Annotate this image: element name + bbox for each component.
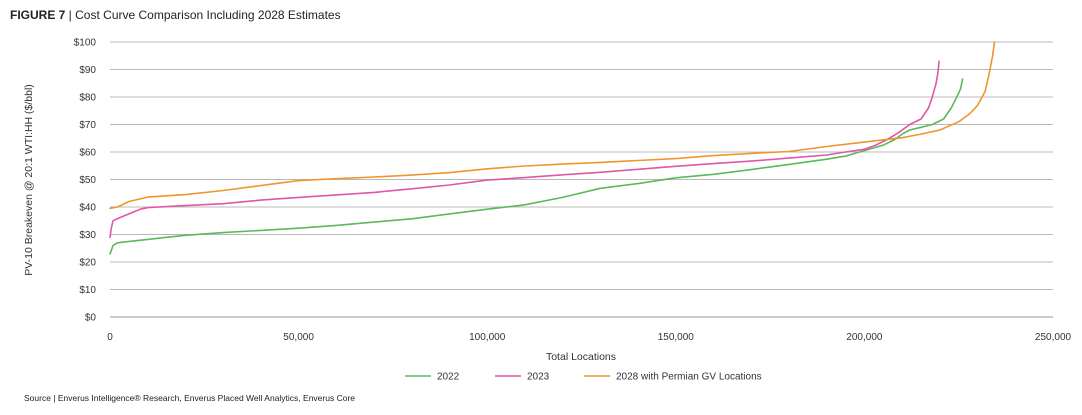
x-tick-label: 50,000	[283, 332, 314, 343]
y-tick-label: $100	[74, 38, 97, 49]
series-lines	[109, 41, 996, 255]
x-tick-label: 250,000	[1035, 332, 1072, 343]
x-tick-label: 150,000	[658, 332, 695, 343]
x-axis-label: Total Locations	[546, 351, 616, 363]
y-tick-label: $60	[79, 148, 96, 159]
series-line-1	[109, 60, 940, 239]
series-line-2	[109, 41, 996, 210]
y-axis-label: PV-10 Breakeven @ 20:1 WTI:HH ($/bbl)	[23, 84, 35, 276]
x-axis-ticks: 0 50,000 100,000 150,000 200,000 250,000	[107, 332, 1071, 343]
legend-label: 2028 with Permian GV Locations	[616, 372, 762, 383]
y-tick-label: $40	[79, 203, 96, 214]
y-tick-label: $90	[79, 65, 96, 76]
x-tick-label: 200,000	[846, 332, 883, 343]
y-tick-label: $70	[79, 120, 96, 131]
legend-label: 2023	[527, 372, 550, 383]
source-note: Source | Enverus Intelligence® Research,…	[24, 393, 355, 403]
y-tick-label: $80	[79, 93, 96, 104]
figure-title: FIGURE 7 | Cost Curve Comparison Includi…	[10, 8, 341, 22]
legend: 2022 2023 2028 with Permian GV Locations	[405, 372, 762, 383]
x-tick-label: 100,000	[469, 332, 506, 343]
gridlines	[110, 41, 1053, 318]
y-tick-label: $20	[79, 258, 96, 269]
series-line-0	[109, 78, 964, 255]
y-axis-ticks: $0 $10 $20 $30 $40 $50 $60 $70 $80 $90 $100	[74, 38, 97, 324]
y-tick-label: $0	[85, 313, 97, 324]
title-separator: |	[65, 8, 76, 22]
y-tick-label: $30	[79, 230, 96, 241]
y-tick-label: $10	[79, 285, 96, 296]
cost-curve-chart: $0 $10 $20 $30 $40 $50 $60 $70 $80 $90 $100 0 50,00…	[23, 38, 1072, 383]
legend-label: 2022	[437, 372, 460, 383]
chart-title: Cost Curve Comparison Including 2028 Est…	[75, 8, 341, 22]
y-tick-label: $50	[79, 175, 96, 186]
figure-label: FIGURE 7	[10, 8, 66, 22]
x-tick-label: 0	[107, 332, 113, 343]
